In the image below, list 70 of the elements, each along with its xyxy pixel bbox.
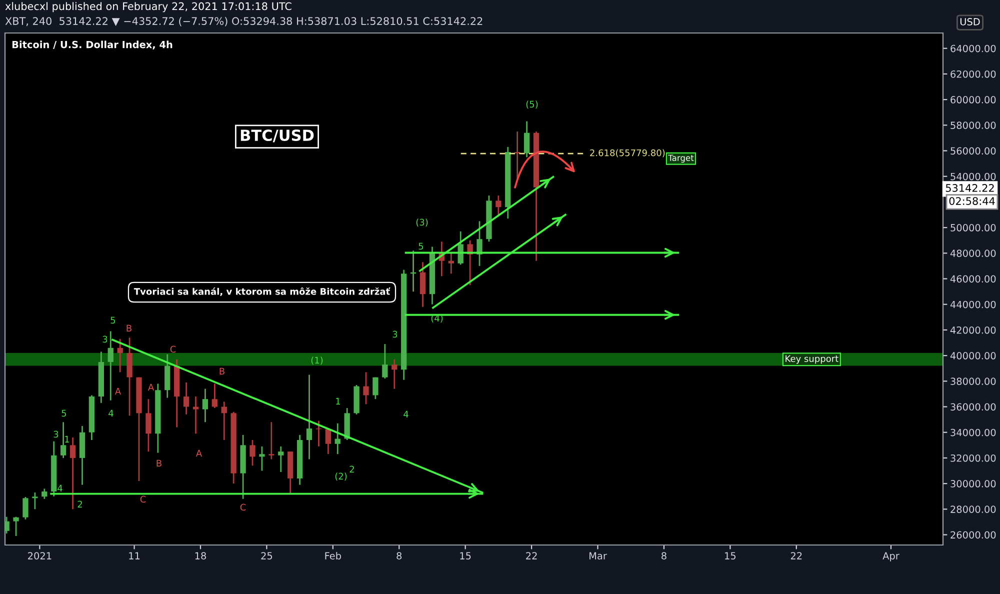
y-tick-label: 32000.00 — [950, 454, 996, 462]
annotation: (3) — [416, 218, 428, 227]
annotation: 5 — [110, 316, 116, 324]
x-tick-label: 18 — [195, 552, 206, 560]
y-tick-label: 50000.00 — [950, 224, 996, 232]
annotation: 4 — [108, 410, 114, 416]
y-tick-label: 64000.00 — [950, 44, 996, 52]
y-tick-label: 54000.00 — [950, 172, 996, 180]
annotation: 3 — [54, 430, 58, 438]
x-tick-label: 8 — [396, 552, 402, 560]
text: XBT, 240 53142.22 ▼ −4352.72 (−7.57%) O:53294.38 H:53871.03 L:52810.51 C:53142.22 — [5, 16, 482, 26]
x-tick-label: 11 — [129, 552, 140, 560]
annotation: (4) — [431, 314, 443, 323]
y-tick-label: 30000.00 — [950, 480, 996, 488]
x-tick-label: 2021 — [28, 552, 52, 560]
x-tick-label: 15 — [460, 552, 471, 560]
annotation: 5 — [418, 242, 424, 250]
annotation: A — [148, 384, 154, 390]
annotation: B — [220, 368, 224, 374]
annotation: 3 — [102, 336, 108, 343]
annotation: C — [140, 496, 146, 503]
y-tick-label: 28000.00 — [950, 506, 996, 513]
band-label: Key support — [786, 355, 838, 364]
annotation: C — [170, 346, 176, 353]
annotation: Target — [668, 154, 694, 163]
annotation: B — [156, 460, 162, 466]
y-tick-label: 40000.00 — [950, 352, 996, 360]
y-tick-label: 36000.00 — [950, 403, 996, 411]
annotation: (5) — [526, 100, 538, 109]
annotation: A — [114, 388, 122, 394]
y-tick-label: 48000.00 — [950, 250, 996, 257]
annotation: 5 — [62, 410, 66, 417]
y-tick-label: 56000.00 — [950, 147, 996, 155]
annotation: 3 — [392, 330, 398, 338]
text: Bitcoin / U.S. Dollar Index, 4h — [12, 40, 172, 50]
annotation: 1 — [65, 436, 70, 442]
y-tick-label: 38000.00 — [950, 378, 996, 385]
annotation: C — [240, 504, 246, 511]
y-tick-label: 44000.00 — [950, 300, 996, 308]
annotation: A — [196, 450, 202, 456]
text: USD — [960, 18, 980, 26]
annotation: BTC/USD — [240, 129, 314, 142]
annotation: 2 — [78, 500, 82, 508]
x-tick-label: Feb — [325, 552, 341, 560]
y-tick-label: 60000.00 — [950, 96, 996, 104]
y-tick-label: 58000.00 — [950, 122, 996, 129]
x-tick-label: 15 — [725, 552, 736, 560]
annotation: 4 — [404, 410, 408, 418]
ref-line-label: 2.618(55779.80) — [590, 149, 665, 158]
y-tick-label: 26000.00 — [950, 531, 996, 539]
annotation: B — [126, 324, 132, 332]
y-tick-label: 62000.00 — [950, 70, 996, 78]
annotation: (1) — [311, 356, 323, 365]
annotation: 1 — [336, 398, 340, 404]
x-tick-label: 25 — [261, 552, 272, 560]
text: xlubecxl published on February 22, 2021 17:01:18 UTC — [5, 2, 292, 12]
text: 53142.22 — [946, 184, 994, 192]
x-tick-label: Mar — [590, 552, 607, 560]
annotation: 2 — [350, 466, 354, 472]
y-tick-label: 46000.00 — [950, 275, 996, 283]
x-tick-label: Apr — [882, 552, 900, 562]
y-tick-label: 42000.00 — [950, 326, 996, 334]
annotation: (2) — [335, 472, 347, 481]
text: 02:58:44 — [949, 197, 995, 205]
annotation: Tvoriaci sa kanál, v ktorom sa môže Bitcoin zdržať — [134, 287, 390, 296]
x-tick-label: 8 — [662, 552, 666, 560]
x-tick-label: 22 — [526, 552, 537, 560]
y-tick-label: 34000.00 — [950, 428, 996, 436]
annotation: 4 — [58, 484, 62, 492]
x-tick-label: 22 — [790, 552, 802, 560]
